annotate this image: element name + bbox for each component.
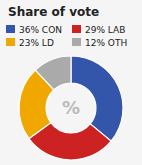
legend-label: 23% LD — [19, 38, 54, 48]
legend: 36% CON 29% LAB 23% LD 12% OTH — [6, 25, 127, 48]
legend-label: 12% OTH — [85, 38, 127, 48]
slices — [19, 56, 123, 160]
legend-swatch — [72, 38, 81, 46]
legend-swatch — [6, 38, 15, 46]
slice — [35, 56, 71, 90]
chart: Share of vote 36% CON 29% LAB 23% LD 12% OTH… — [0, 0, 142, 165]
legend-swatch — [6, 25, 15, 33]
title: Share of vote — [8, 5, 99, 19]
legend-swatch — [72, 25, 81, 33]
center-text: % — [62, 97, 80, 118]
legend-label: 29% LAB — [85, 25, 125, 35]
legend-label: 36% CON — [19, 25, 62, 35]
